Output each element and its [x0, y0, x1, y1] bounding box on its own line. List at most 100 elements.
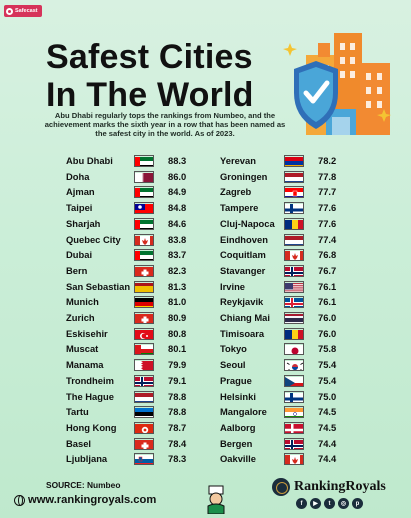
- city-name: Groningen: [220, 170, 268, 182]
- safety-score: 75.0: [318, 390, 337, 402]
- safety-score: 84.8: [168, 202, 187, 214]
- safety-score: 77.6: [318, 202, 337, 214]
- brand-name: RankingRoyals: [294, 479, 386, 494]
- safety-score: 78.4: [168, 437, 187, 449]
- twitter-icon[interactable]: t: [324, 498, 335, 509]
- safety-score: 77.8: [318, 170, 337, 182]
- taiwan-flag-icon: [134, 202, 154, 215]
- hongkong-flag-icon: [134, 421, 154, 434]
- city-name: Eindhoven: [220, 233, 268, 245]
- city-name: Bern: [66, 264, 88, 276]
- city-name: Manama: [66, 359, 104, 371]
- website-link[interactable]: www.rankingroyals.com: [14, 494, 156, 506]
- city-name: Taipei: [66, 202, 93, 214]
- switzerland-flag-icon: [134, 437, 154, 450]
- netherlands-flag-icon: [134, 390, 154, 403]
- safety-score: 75.4: [318, 359, 337, 371]
- safety-score: 78.8: [168, 406, 187, 418]
- safety-score: 74.4: [318, 437, 337, 449]
- denmark-flag-icon: [284, 421, 304, 434]
- netherlands-flag-icon: [284, 170, 304, 183]
- city-name: Zurich: [66, 312, 95, 323]
- oman-flag-icon: [134, 343, 154, 356]
- bahrain-flag-icon: [134, 359, 154, 372]
- safety-score: 77.6: [318, 217, 337, 229]
- safecast-badge: Safecast: [4, 5, 42, 17]
- city-name: Yerevan: [220, 155, 256, 166]
- germany-flag-icon: [134, 296, 154, 309]
- city-name: Cluj-Napoca: [220, 217, 275, 229]
- badge-label: Safecast: [15, 8, 38, 14]
- safety-score: 86.0: [168, 170, 187, 182]
- source-note: SOURCE: Numbeo: [46, 480, 121, 490]
- czech-flag-icon: [284, 374, 304, 387]
- safety-score: 78.2: [318, 155, 337, 166]
- safety-score: 75.8: [318, 343, 337, 355]
- youtube-icon[interactable]: ▶: [310, 498, 321, 509]
- romania-flag-icon: [284, 217, 304, 230]
- city-name: Tartu: [66, 406, 89, 418]
- safety-score: 83.8: [168, 233, 187, 245]
- safety-score: 76.1: [318, 280, 337, 292]
- safety-score: 80.9: [168, 312, 187, 323]
- city-name: Helsinki: [220, 390, 256, 402]
- safety-score: 83.7: [168, 249, 187, 261]
- safety-score: 78.3: [168, 453, 187, 465]
- city-name: Basel: [66, 437, 92, 449]
- social-icons: f ▶ t ◎ p: [296, 498, 363, 509]
- croatia-flag-icon: [284, 186, 304, 199]
- safety-score: 88.3: [168, 155, 187, 166]
- facebook-icon[interactable]: f: [296, 498, 307, 509]
- city-name: Hong Kong: [66, 421, 117, 433]
- safety-score: 81.3: [168, 280, 187, 292]
- finland-flag-icon: [284, 390, 304, 403]
- safety-score: 78.7: [168, 421, 187, 433]
- city-name: Tampere: [220, 202, 259, 214]
- website-label: www.rankingroyals.com: [28, 494, 157, 506]
- city-name: Reykjavik: [220, 296, 264, 308]
- uae-flag-icon: [134, 186, 154, 199]
- safety-score: 84.6: [168, 217, 187, 229]
- uae-flag-icon: [134, 249, 154, 262]
- safety-score: 78.8: [168, 390, 187, 402]
- india-flag-icon: [284, 406, 304, 419]
- safety-score: 76.7: [318, 264, 337, 276]
- safety-score: 74.4: [318, 453, 337, 465]
- subtitle: Abu Dhabi regularly tops the rankings fr…: [44, 111, 286, 139]
- uae-flag-icon: [134, 155, 154, 167]
- iceland-flag-icon: [284, 296, 304, 309]
- safety-score: 74.5: [318, 406, 337, 418]
- thailand-flag-icon: [284, 312, 304, 324]
- city-name: The Hague: [66, 390, 114, 402]
- norway-flag-icon: [284, 437, 304, 450]
- canada-flag-icon: [284, 249, 304, 262]
- safety-score: 75.4: [318, 374, 337, 386]
- city-name: San Sebastian: [66, 280, 131, 292]
- city-name: Munich: [66, 296, 99, 308]
- safety-score: 84.9: [168, 186, 187, 198]
- finland-flag-icon: [284, 202, 304, 215]
- title-line-1: Safest Cities: [46, 38, 253, 76]
- city-name: Eskisehir: [66, 327, 108, 339]
- city-name: Bergen: [220, 437, 253, 449]
- city-name: Muscat: [66, 343, 99, 355]
- city-name: Zagreb: [220, 186, 252, 198]
- pinterest-icon[interactable]: p: [352, 498, 363, 509]
- city-name: Chiang Mai: [220, 312, 271, 323]
- armenia-flag-icon: [284, 155, 304, 167]
- instagram-icon[interactable]: ◎: [338, 498, 349, 509]
- city-name: Timisoara: [220, 327, 265, 339]
- safety-score: 77.7: [318, 186, 337, 198]
- romania-flag-icon: [284, 327, 304, 340]
- qatar-flag-icon: [134, 170, 154, 183]
- safety-score: 80.8: [168, 327, 187, 339]
- city-name: Seoul: [220, 359, 246, 371]
- safety-score: 82.3: [168, 264, 187, 276]
- city-name: Coquitlam: [220, 249, 266, 261]
- badge-logo-icon: [6, 7, 13, 15]
- usa-flag-icon: [284, 280, 304, 293]
- globe-icon: [14, 494, 25, 506]
- southkorea-flag-icon: [284, 359, 304, 372]
- city-shield-illustration-icon: [283, 33, 391, 135]
- safety-score: 76.0: [318, 327, 337, 339]
